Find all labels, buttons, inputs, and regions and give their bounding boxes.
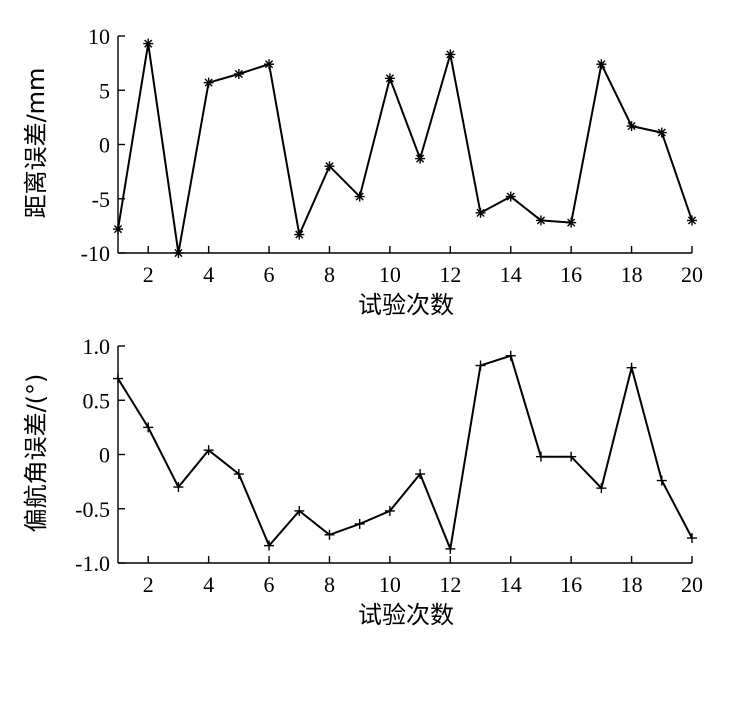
chart-1-data-point [596,483,607,494]
chart-0-x-tick-label: 12 [439,262,461,287]
chart-1-data-point [505,350,516,361]
chart-1-x-tick-label: 10 [379,572,401,597]
chart-1-x-tick-label: 20 [681,572,703,597]
chart-0-data-point [294,229,305,240]
chart-0-data-point [384,73,395,84]
chart-1-data-point [475,360,486,371]
chart-0-y-tick-label: 5 [99,78,110,103]
chart-0-x-tick-label: 18 [621,262,643,287]
chart-0-x-tick-label: 6 [264,262,275,287]
chart-0-y-tick-label: -10 [81,241,110,266]
chart-0-x-tick-label: 20 [681,262,703,287]
chart-0-series-line [117,43,693,254]
chart-1-x-tick-label: 2 [143,572,154,597]
chart-0-data-point [203,77,214,88]
chart-1-x-tick-label: 8 [324,572,335,597]
chart-1-data-point [233,469,244,480]
chart-1-x-tick-label: 6 [264,572,275,597]
chart-1-data-point [384,505,395,516]
chart-1-x-tick-label: 16 [560,572,582,597]
chart-0-data-point [143,38,154,49]
chart-0-data-point [173,248,184,258]
chart-1-data-point [687,533,697,544]
chart-0-data-point [656,127,667,138]
chart-1-x-tick-label: 12 [439,572,461,597]
chart-1-xlabel: 试验次数 [358,601,454,629]
chart-1-data-point [354,518,365,529]
chart-1-y-tick-label: -0.5 [75,497,110,522]
chart-1-data-point [656,475,667,486]
chart-0-x-tick-label: 10 [379,262,401,287]
chart-0-x-tick-label: 4 [203,262,214,287]
chart-0-data-point [264,59,275,70]
chart-1-data-point [294,505,305,516]
chart-1-data-point [324,529,335,540]
chart-1-y-tick-label: 1.0 [83,334,111,359]
chart-1-data-point [626,362,637,373]
chart-0-y-tick-label: 10 [88,24,110,49]
chart-0-data-point [113,224,123,235]
chart-0-data-point [233,68,244,79]
chart-1-x-tick-label: 14 [500,572,522,597]
chart-0-data-point [475,207,486,218]
yaw-error-chart: 偏航角误差/(°) 试验次数 1.0 0.5 0 -0.5 -1.0 2 4 6 8 10 12 14… [22,334,703,629]
chart-0-data-point [535,215,546,226]
chart-0-x-tick-label: 14 [500,262,522,287]
chart-0-data-point [566,217,577,228]
chart-0-data-point [445,49,456,60]
chart-0-data-point [687,215,697,226]
chart-0-data-point [324,161,335,172]
chart-1-series-line [117,354,693,553]
chart-1-data-point [535,451,546,462]
chart-1-data-point [264,540,275,551]
chart-1-ylabel: 偏航角误差/(°) [22,374,50,533]
chart-0-x-tick-label: 8 [324,262,335,287]
chart-0-y-tick-label: -5 [92,187,110,212]
chart-0-xlabel: 试验次数 [358,291,454,319]
chart-1-data-point [415,469,426,480]
chart-1-data-point [445,543,456,554]
chart-0-data-point [505,191,516,202]
chart-1-data-point [566,451,577,462]
chart-0-y-tick-label: 0 [99,133,110,158]
chart-0-data-point [354,191,365,202]
chart-0-x-tick-label: 16 [560,262,582,287]
chart-1-data-point [173,482,184,493]
chart-1-x-tick-label: 18 [621,572,643,597]
chart-1-data-point [203,445,214,456]
chart-0-ylabel: 距离误差/mm [22,68,50,219]
chart-1-y-tick-label: 0.5 [83,388,111,413]
chart-0-data-point [626,121,637,132]
chart-1-x-tick-label: 4 [203,572,214,597]
chart-0-data-point [415,153,426,164]
chart-0-data-point [596,59,607,70]
chart-1-data-point [113,373,123,384]
chart-1-y-tick-label: 0 [99,443,110,468]
distance-error-chart: 距离误差/mm 试验次数 10 5 0 -5 -10 2 4 6 8 10 12 14 16 18 20 [22,24,703,319]
chart-1-data-point [143,422,154,433]
chart-0-x-tick-label: 2 [143,262,154,287]
chart-1-y-tick-label: -1.0 [75,551,110,576]
